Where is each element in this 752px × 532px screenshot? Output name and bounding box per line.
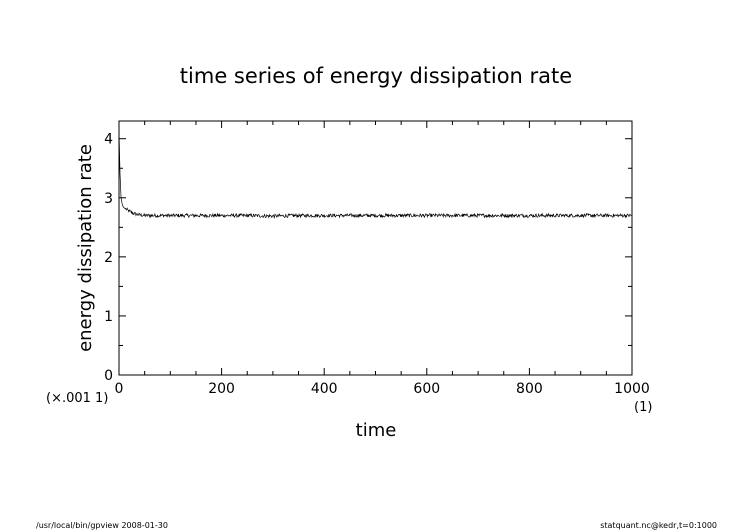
y-tick-label: 0: [104, 368, 113, 384]
y-tick-label: 1: [104, 309, 113, 325]
x-axis-unit: (1): [634, 400, 652, 415]
x-tick-label: 0: [115, 381, 124, 397]
y-axis-unit: (×.001 1): [46, 391, 108, 406]
x-tick-label: 600: [413, 381, 440, 397]
y-axis-ticks: 0 1 2 3 4: [104, 132, 632, 384]
plot-frame: [118, 120, 633, 376]
x-tick-label: 200: [208, 381, 235, 397]
y-tick-label: 3: [104, 191, 113, 207]
footer-right: statquant.nc@kedr,t=0:1000: [600, 521, 717, 530]
series-line: [118, 129, 633, 220]
y-tick-label: 4: [104, 132, 113, 148]
x-axis-label: time: [356, 420, 397, 441]
y-tick-label: 2: [104, 250, 113, 266]
y-axis-label: energy dissipation rate: [75, 144, 96, 352]
x-axis-ticks: 0 200 400 600 800 1000: [115, 121, 650, 397]
x-tick-label: 1000: [614, 381, 650, 397]
footer-left: /usr/local/bin/gpview 2008-01-30: [36, 521, 168, 530]
x-tick-label: 800: [516, 381, 543, 397]
x-tick-label: 400: [311, 381, 338, 397]
chart-title: time series of energy dissipation rate: [180, 64, 572, 88]
